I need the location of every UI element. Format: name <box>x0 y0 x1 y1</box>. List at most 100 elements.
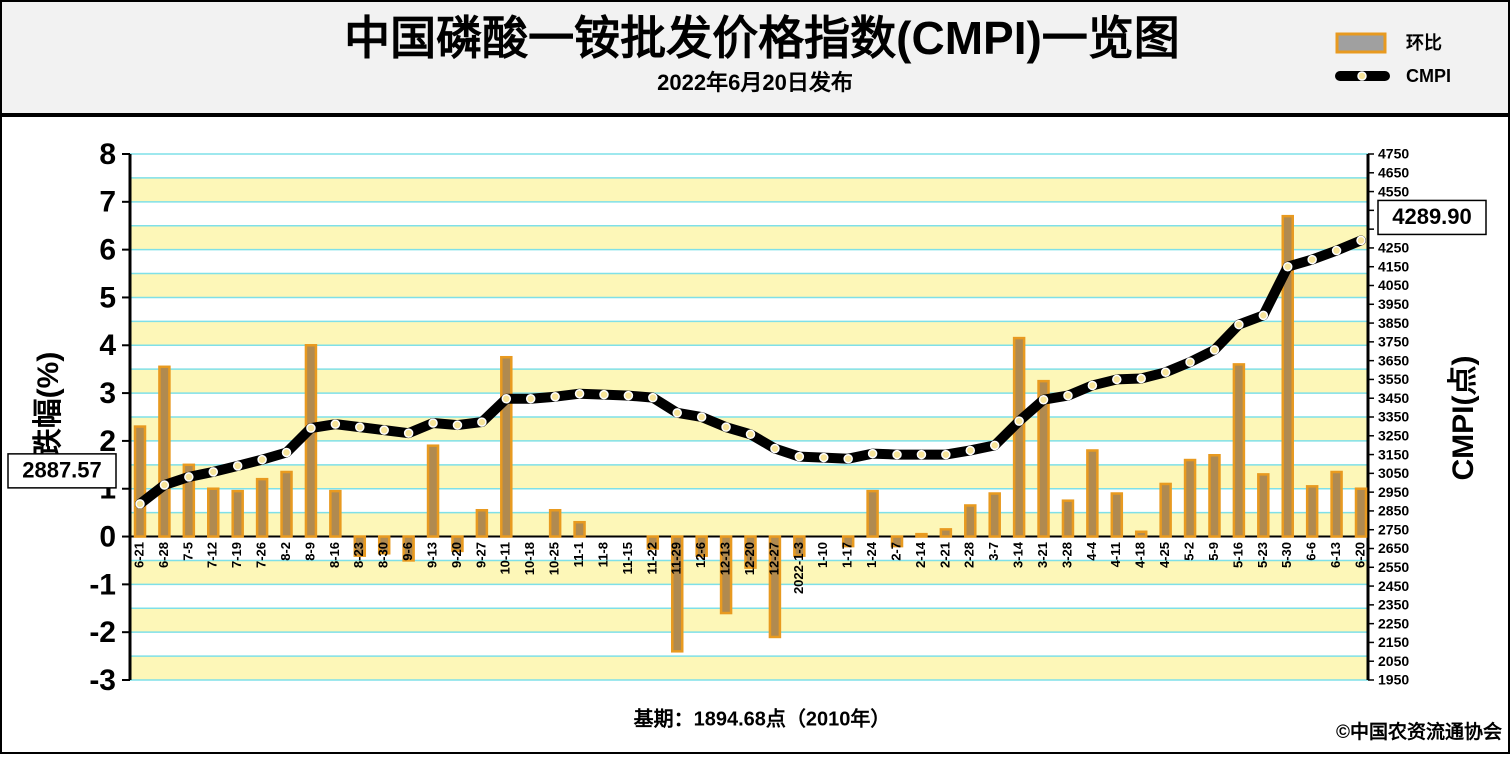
bar <box>255 477 269 538</box>
point <box>696 412 707 422</box>
y-tick-label: 8 <box>99 138 116 171</box>
x-tick-label: 11-1 <box>571 542 586 567</box>
point <box>819 452 829 463</box>
x-tick-label: 12-6 <box>693 542 708 568</box>
chart-subtitle: 2022年6月20日发布 <box>657 70 853 95</box>
point <box>721 422 731 432</box>
point <box>281 447 292 458</box>
bar <box>841 535 855 548</box>
x-tick-label: 9-13 <box>424 542 439 568</box>
bar <box>1037 379 1050 538</box>
x-tick-label: 6-28 <box>156 542 171 568</box>
x-tick-label: 4-11 <box>1108 542 1123 567</box>
legend-marker <box>1357 71 1367 81</box>
bar <box>1134 530 1148 538</box>
x-tick-label: 2022-1-3 <box>791 542 806 594</box>
y2-tick-label: 4650 <box>1378 164 1409 180</box>
point <box>1112 374 1122 385</box>
point <box>989 440 1000 451</box>
point <box>1160 367 1171 378</box>
x-tick-label: 4-25 <box>1157 542 1172 568</box>
legend-label: 环比 <box>1406 33 1442 53</box>
point <box>379 425 389 435</box>
bar <box>573 520 586 538</box>
y2-tick-label: 2050 <box>1378 653 1409 669</box>
y-tick-label: -1 <box>89 568 116 601</box>
x-tick-label: 4-4 <box>1084 541 1099 561</box>
bar <box>1183 458 1197 538</box>
y2-tick-label: 2750 <box>1378 521 1409 537</box>
x-tick-label: 8-30 <box>376 542 391 568</box>
x-tick-label: 4-18 <box>1133 542 1148 568</box>
grid-band <box>130 464 1368 489</box>
bar <box>988 492 1001 538</box>
value-label: 4289.90 <box>1392 204 1472 229</box>
bar <box>646 535 660 550</box>
bar <box>1012 336 1026 538</box>
bar <box>500 355 513 538</box>
point <box>770 443 780 454</box>
bar <box>1110 492 1124 538</box>
y2-tick-label: 2950 <box>1378 484 1409 500</box>
x-tick-label: 7-5 <box>180 542 195 561</box>
bar <box>207 487 220 538</box>
bar <box>939 528 953 538</box>
y2-tick-label: 3350 <box>1378 409 1409 425</box>
y2-tick-label: 4150 <box>1378 258 1409 274</box>
point <box>867 448 878 459</box>
point <box>672 408 682 418</box>
bar <box>744 535 757 569</box>
y-tick-label: 4 <box>99 329 116 362</box>
x-tick-label: 12-27 <box>766 542 781 575</box>
point <box>1063 390 1073 401</box>
bar <box>329 489 342 538</box>
grid-band <box>130 225 1368 250</box>
bar <box>1086 449 1099 538</box>
bar <box>280 470 293 538</box>
bar <box>1330 470 1343 538</box>
y2-tick-label: 4250 <box>1378 240 1409 256</box>
bar <box>475 508 489 538</box>
value-label-box <box>7 453 117 489</box>
x-tick-label: 8-9 <box>302 542 317 561</box>
point <box>208 467 219 477</box>
point <box>941 449 951 460</box>
point <box>965 445 976 456</box>
point <box>477 417 487 427</box>
point <box>1234 319 1244 330</box>
point <box>1136 373 1146 384</box>
grid-band <box>130 321 1368 346</box>
point <box>1038 394 1049 405</box>
grid-band <box>130 369 1368 394</box>
grid <box>130 153 1368 681</box>
point <box>403 428 414 438</box>
grid-band <box>130 512 1368 537</box>
point <box>330 419 341 429</box>
point <box>501 394 512 404</box>
bar <box>451 535 464 553</box>
point <box>1087 380 1098 391</box>
point <box>428 418 438 428</box>
bar <box>1061 499 1075 538</box>
bar <box>426 444 440 538</box>
point <box>1185 357 1195 367</box>
y2-tick-label: 2650 <box>1378 540 1409 556</box>
point <box>452 420 463 430</box>
x-tick-label: 7-19 <box>229 542 244 568</box>
x-tick-label: 5-2 <box>1181 542 1196 561</box>
x-tick-label: 6-6 <box>1304 542 1319 561</box>
bar <box>719 535 733 615</box>
point <box>1258 310 1269 321</box>
point <box>257 454 267 465</box>
x-tick-label: 1-24 <box>864 541 879 568</box>
x-tick-label: 3-14 <box>1011 541 1026 568</box>
y2-tick-label: 2450 <box>1378 578 1409 594</box>
y2-tick-label: 4550 <box>1378 183 1409 199</box>
bar <box>158 365 171 538</box>
x-tick-label: 5-30 <box>1279 542 1294 568</box>
y-tick-label: -2 <box>89 616 116 649</box>
bar <box>1354 487 1368 538</box>
y2-tick-label: 1950 <box>1378 672 1409 688</box>
y2-tick-label: 4050 <box>1378 277 1409 293</box>
